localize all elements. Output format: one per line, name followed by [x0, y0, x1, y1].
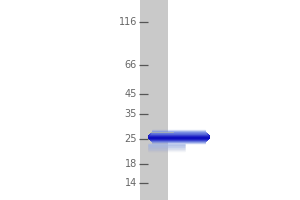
- Text: 35: 35: [124, 109, 137, 119]
- Bar: [140, 0, 168, 200]
- Text: 18: 18: [125, 159, 137, 169]
- Text: 45: 45: [124, 89, 137, 99]
- Text: 116: 116: [118, 17, 137, 27]
- Text: 66: 66: [125, 60, 137, 70]
- Text: 14: 14: [125, 178, 137, 188]
- Text: 25: 25: [124, 134, 137, 144]
